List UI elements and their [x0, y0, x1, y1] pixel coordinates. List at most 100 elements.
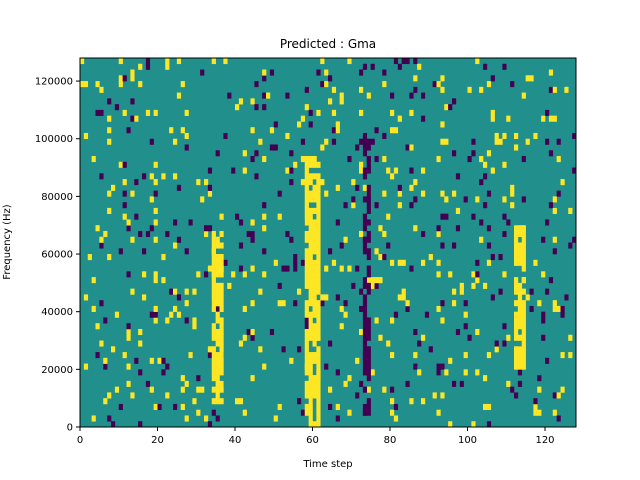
heatmap-cell	[142, 271, 147, 278]
heatmap-cell	[541, 311, 546, 318]
heatmap-cell	[211, 254, 216, 261]
heatmap-cell	[560, 352, 565, 359]
heatmap-cell	[390, 92, 395, 99]
heatmap-cell	[304, 409, 309, 416]
heatmap-cell	[215, 334, 220, 341]
heatmap-cell	[312, 421, 317, 428]
heatmap-cell	[312, 207, 317, 214]
heatmap-cell	[351, 202, 356, 209]
heatmap-cell	[366, 92, 371, 99]
heatmap-cell	[421, 190, 426, 197]
heatmap-cell	[517, 369, 523, 376]
heatmap-cell	[289, 236, 294, 243]
heatmap-cell	[188, 352, 193, 359]
heatmap-cell	[304, 300, 309, 307]
heatmap-cell	[211, 288, 216, 295]
heatmap-cell	[316, 202, 321, 209]
heatmap-cell	[227, 92, 232, 99]
y-axis-label: Frequency (Hz)	[2, 204, 13, 280]
heatmap-cell	[362, 363, 368, 370]
heatmap-cell	[312, 357, 317, 364]
heatmap-cell	[545, 357, 550, 364]
heatmap-cell	[161, 357, 166, 364]
heatmap-cell	[436, 409, 441, 416]
heatmap-cell	[304, 369, 309, 376]
heatmap-cell	[362, 236, 368, 243]
heatmap-cell	[262, 225, 267, 232]
heatmap-cell	[517, 254, 523, 261]
heatmap-cell	[83, 132, 89, 140]
heatmap-cell	[552, 392, 557, 399]
heatmap-cell	[99, 86, 104, 93]
heatmap-cell	[366, 138, 371, 145]
heatmap-cell	[316, 242, 321, 249]
heatmap-cell	[440, 121, 445, 128]
heatmap-cell	[382, 132, 387, 140]
heatmap-cell	[300, 115, 306, 122]
heatmap-cell	[370, 277, 375, 284]
heatmap-cell	[211, 375, 216, 382]
heatmap-cell	[304, 271, 309, 278]
heatmap-cell	[211, 248, 216, 255]
heatmap-cell	[219, 230, 224, 238]
heatmap-cell	[452, 190, 457, 197]
heatmap-cell	[486, 225, 492, 232]
heatmap-cell	[324, 81, 329, 88]
heatmap-cell	[320, 179, 325, 186]
heatmap-cell	[366, 184, 371, 191]
heatmap-cell	[293, 254, 298, 261]
heatmap-cell	[219, 340, 224, 347]
heatmap-cell	[308, 363, 313, 370]
heatmap-cell	[103, 317, 108, 324]
heatmap-cell	[393, 58, 399, 65]
heatmap-cell	[362, 323, 368, 330]
x-axis-label: Time step	[302, 459, 352, 470]
heatmap-cell	[118, 161, 123, 168]
heatmap-cell	[316, 161, 321, 168]
heatmap-cell	[517, 225, 523, 232]
heatmap-cell	[374, 127, 379, 134]
heatmap-cell	[366, 196, 371, 203]
heatmap-cell	[308, 409, 313, 416]
heatmap-cell	[304, 305, 309, 312]
heatmap-cell	[393, 415, 399, 422]
heatmap-cell	[413, 179, 418, 186]
heatmap-cell	[359, 167, 364, 174]
heatmap-cell	[316, 352, 321, 359]
heatmap-cell	[517, 300, 523, 307]
heatmap-cell	[467, 86, 472, 93]
heatmap-cell	[413, 75, 418, 82]
heatmap-cell	[533, 409, 538, 416]
heatmap-cell	[417, 63, 422, 70]
heatmap-cell	[494, 138, 499, 145]
heatmap-cell	[219, 357, 224, 364]
heatmap-cell	[521, 311, 526, 318]
heatmap-cell	[386, 213, 391, 220]
heatmap-cell	[308, 294, 313, 301]
heatmap-cell	[362, 346, 368, 353]
heatmap-cell	[490, 109, 495, 116]
heatmap-cell	[486, 190, 492, 197]
heatmap-cell	[463, 300, 468, 307]
heatmap-cell	[176, 184, 182, 191]
heatmap-cell	[80, 58, 85, 65]
heatmap-cell	[343, 311, 348, 318]
heatmap-cell	[308, 109, 313, 116]
heatmap-cell	[126, 363, 131, 370]
heatmap-cell	[293, 161, 298, 168]
x-tick-label: 60	[306, 435, 319, 446]
heatmap-cell	[269, 127, 275, 134]
heatmap-cell	[331, 259, 337, 266]
heatmap-cell	[362, 63, 368, 70]
heatmap-cell	[238, 340, 244, 347]
heatmap-cell	[405, 144, 410, 151]
heatmap-cell	[223, 58, 228, 65]
heatmap-cell	[316, 196, 321, 203]
heatmap-cell	[390, 109, 395, 116]
heatmap-cell	[436, 225, 441, 232]
heatmap-cell	[428, 346, 433, 353]
heatmap-cell	[359, 109, 364, 116]
heatmap-cell	[537, 300, 542, 307]
heatmap-cell	[165, 63, 170, 70]
heatmap-cell	[417, 369, 422, 376]
